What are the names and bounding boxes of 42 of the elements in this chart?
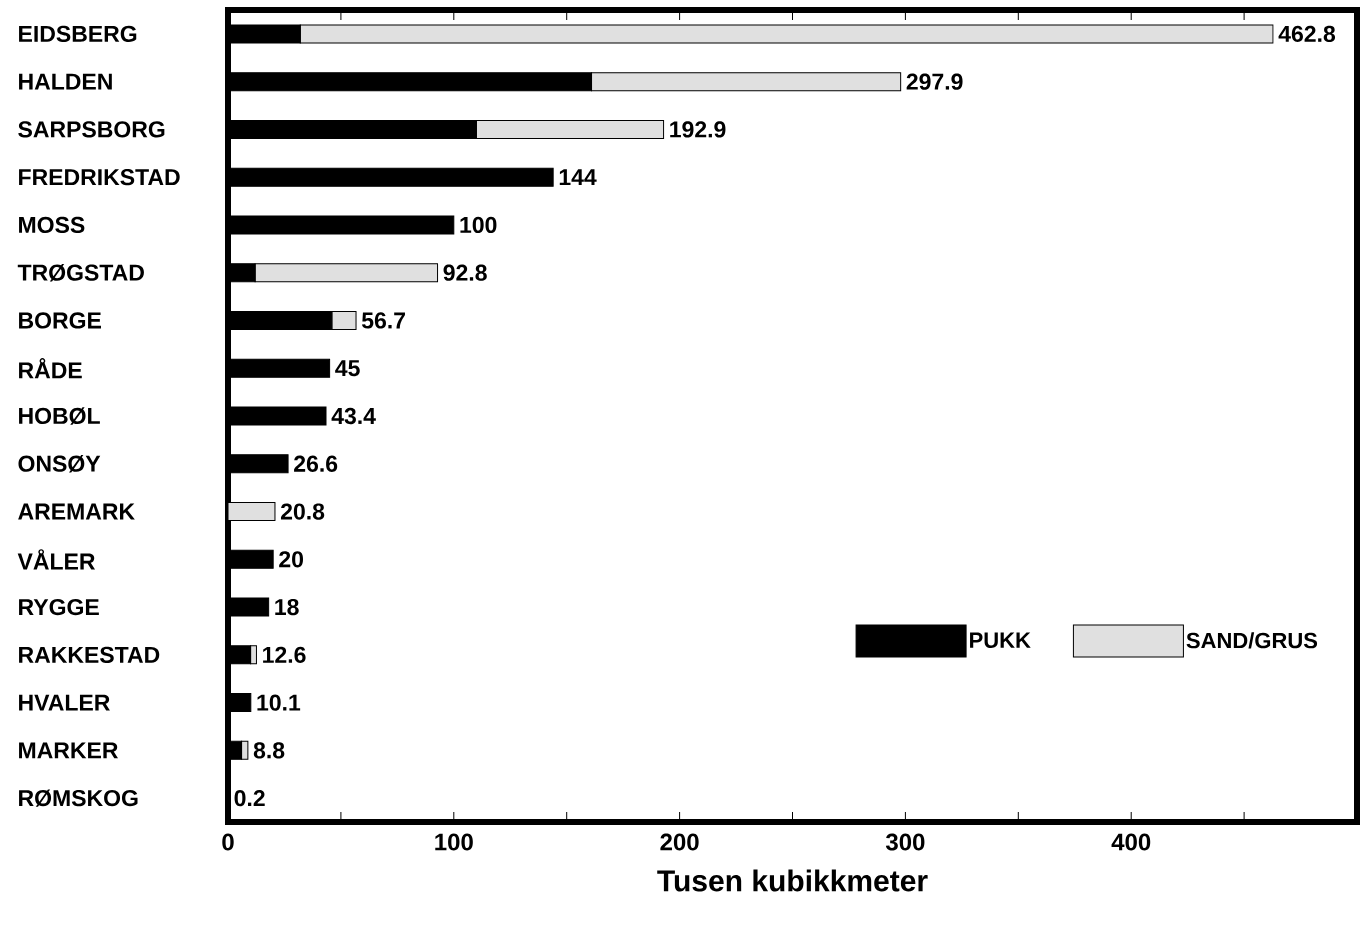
total-label: 144 [559,169,597,186]
y-tick-label: SARPSBORG [18,121,165,138]
total-label: 26.6 [294,455,338,472]
y-tick-label: RAKKESTAD [19,646,160,663]
total-label: 18 [275,598,299,616]
legend-label: SAND/GRUS [1186,632,1318,649]
x-axis-title: Tusen kubikkmeter [657,869,928,892]
y-tick-label: VÅLER [17,549,96,570]
y-tick-label: EIDSBERG [19,25,137,43]
total-label: 56.7 [361,312,405,329]
x-tick-label: 300 [885,833,925,851]
x-tick-label: 0 [222,833,234,851]
y-tick-label: TRØGSTAD [17,264,144,282]
total-label: 8.8 [253,742,285,759]
y-tick-label: AREMARK [18,503,135,520]
legend-label: PUKK [970,632,1031,648]
y-tick-label: MARKER [19,742,118,759]
total-label: 92.8 [443,264,487,281]
x-tick-label: 400 [1111,833,1151,851]
x-tick-label: 100 [435,833,473,851]
total-label: 45 [335,360,360,377]
y-tick-label: RÅDE [19,358,82,379]
y-tick-label: BORGE [19,312,101,329]
y-tick-label: MOSS [19,216,85,234]
total-label: 12.6 [263,646,306,663]
x-tick-label: 200 [660,833,699,851]
total-label: 20 [279,551,304,568]
total-label: 43.4 [331,407,376,425]
y-tick-label: HALDEN [19,73,112,90]
total-label: 462.8 [1278,25,1336,43]
total-label: 10.1 [257,694,301,711]
y-tick-label: RØMSKOG [19,789,138,807]
total-label: 0.2 [234,789,265,807]
y-tick-label: HOBØL [19,407,100,425]
y-tick-label: FREDRIKSTAD [19,169,180,186]
total-label: 297.9 [906,73,963,90]
total-label: 100 [460,216,497,234]
total-label: 192.9 [670,121,726,138]
y-tick-label: ONSØY [18,455,101,473]
total-label: 20.8 [280,503,325,520]
y-tick-label: HVALER [19,694,110,711]
y-tick-label: RYGGE [19,598,99,616]
